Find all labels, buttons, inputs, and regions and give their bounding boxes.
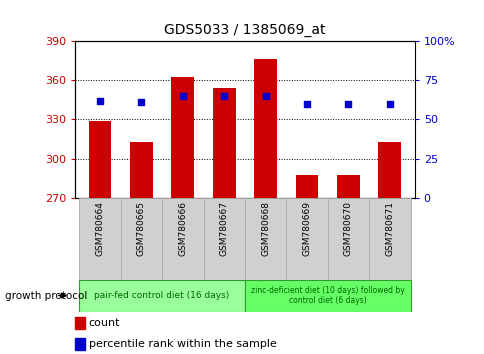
Point (220, 93, 227, 99)
Text: GSM780667: GSM780667 (219, 201, 228, 256)
Bar (75, 338, 85, 350)
Bar (244, 198, 286, 280)
Text: GSM780666: GSM780666 (178, 201, 187, 256)
Bar (212, 88, 235, 198)
Bar (79, 280, 244, 312)
Bar (75, 316, 85, 329)
Bar (121, 198, 162, 280)
Point (137, 99, 145, 105)
Bar (244, 280, 409, 312)
Text: percentile rank within the sample: percentile rank within the sample (89, 339, 276, 349)
Point (261, 93, 269, 99)
Bar (130, 142, 152, 198)
Point (179, 93, 186, 99)
Bar (162, 198, 203, 280)
Bar (336, 175, 359, 198)
Bar (171, 78, 194, 198)
Text: count: count (89, 318, 120, 328)
Title: GDS5033 / 1385069_at: GDS5033 / 1385069_at (164, 23, 325, 37)
Text: zinc-deficient diet (10 days) followed by
control diet (6 days): zinc-deficient diet (10 days) followed b… (250, 286, 404, 305)
Bar (286, 198, 327, 280)
Text: GSM780665: GSM780665 (136, 201, 146, 256)
Bar (254, 59, 276, 198)
Text: pair-fed control diet (16 days): pair-fed control diet (16 days) (94, 291, 229, 300)
Bar (368, 198, 409, 280)
Text: GSM780668: GSM780668 (260, 201, 270, 256)
Bar (89, 121, 111, 198)
Bar (378, 142, 400, 198)
Text: growth protocol: growth protocol (5, 291, 87, 301)
Point (385, 101, 393, 107)
Bar (295, 175, 318, 198)
Point (96, 98, 104, 103)
Text: GSM780669: GSM780669 (302, 201, 311, 256)
Bar (203, 198, 244, 280)
Bar (327, 198, 368, 280)
Text: GSM780671: GSM780671 (385, 201, 393, 256)
Text: GSM780664: GSM780664 (95, 201, 104, 256)
Text: GSM780670: GSM780670 (343, 201, 352, 256)
Point (344, 101, 351, 107)
Point (302, 101, 310, 107)
Bar (79, 198, 121, 280)
